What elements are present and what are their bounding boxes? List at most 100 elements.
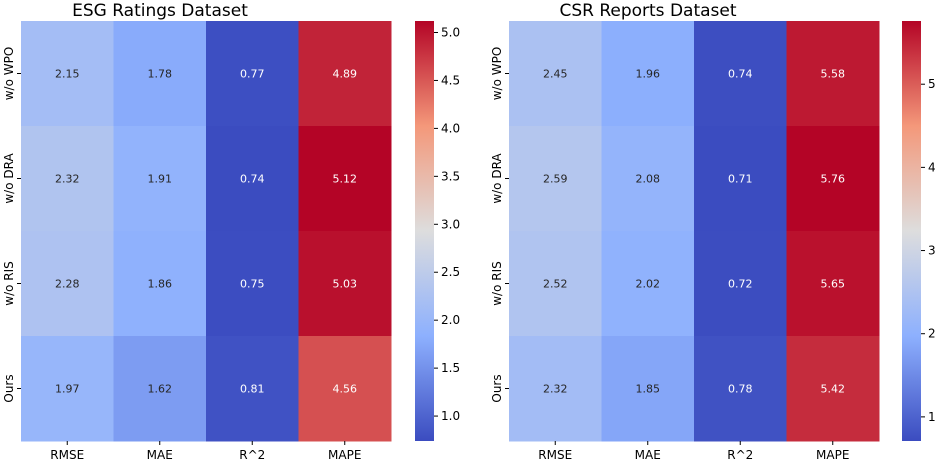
csr-cell-r2-c1 [601, 231, 695, 337]
csr-colorbar-tick-label: 4 [928, 160, 936, 174]
esg-cell-label-r1-c0: 2.32 [55, 173, 80, 186]
csr-cell-label-r2-c2: 0.72 [728, 278, 753, 291]
csr-colorbar-tick-label: 5 [928, 77, 936, 91]
esg-cell-r1-c3 [298, 126, 392, 232]
esg-cell-r0-c1 [113, 21, 207, 127]
esg-colorbar-tick-label: 3.5 [441, 169, 460, 183]
esg-cell-label-r3-c0: 1.97 [55, 383, 80, 396]
csr-colorbar-tick-label: 2 [928, 327, 936, 341]
esg-cell-label-r2-c0: 2.28 [55, 278, 80, 291]
csr-y-tick-label: w/o WPO [490, 47, 504, 101]
csr-cell-label-r0-c3: 5.58 [821, 68, 846, 81]
esg-chart-title: ESG Ratings Dataset [72, 1, 248, 21]
csr-cell-label-r3-c0: 2.32 [543, 383, 568, 396]
csr-cell-r1-c2 [694, 126, 787, 232]
csr-cell-label-r0-c1: 1.96 [636, 68, 661, 81]
esg-cell-r2-c1 [113, 231, 207, 337]
csr-cell-label-r1-c3: 5.76 [821, 173, 846, 186]
esg-x-tick-label: RMSE [50, 448, 84, 462]
esg-cell-label-r0-c3: 4.89 [333, 68, 358, 81]
esg-cell-label-r0-c2: 0.77 [240, 68, 265, 81]
csr-cell-label-r2-c0: 2.52 [543, 278, 568, 291]
esg-y-tick-label: w/o WPO [2, 47, 16, 101]
esg-cell-label-r2-c3: 5.03 [333, 278, 358, 291]
esg-cell-r3-c1 [113, 336, 207, 442]
csr-y-tick-label: w/o DRA [490, 153, 504, 204]
esg-cell-label-r2-c1: 1.86 [148, 278, 173, 291]
csr-cell-r2-c3 [786, 231, 880, 337]
csr-x-tick-label: MAPE [816, 448, 849, 462]
csr-cell-r0-c2 [694, 21, 787, 127]
esg-ratings-heatmap-panel: ESG Ratings Dataset 2.15 1.78 0.77 4.89 2.32… [2, 1, 460, 462]
esg-cell-label-r1-c3: 5.12 [333, 173, 358, 186]
esg-cell-label-r0-c1: 1.78 [148, 68, 173, 81]
esg-cell-label-r3-c3: 4.56 [333, 383, 358, 396]
csr-y-tick-label: w/o RIS [490, 261, 504, 306]
csr-chart-title: CSR Reports Dataset [559, 1, 736, 21]
esg-cell-label-r2-c2: 0.75 [240, 278, 265, 291]
csr-colorbar-tick-label: 3 [928, 244, 936, 258]
esg-cell-label-r0-c0: 2.15 [55, 68, 80, 81]
esg-colorbar-tick-label: 5.0 [441, 26, 460, 40]
csr-x-tick-label: MAE [635, 448, 661, 462]
esg-colorbar-tick-label: 4.0 [441, 121, 460, 135]
esg-cell-label-r1-c1: 1.91 [148, 173, 173, 186]
esg-cell-r3-c2 [206, 336, 299, 442]
csr-cell-r3-c3 [786, 336, 880, 442]
esg-cell-r1-c1 [113, 126, 207, 232]
csr-cell-label-r1-c2: 0.71 [728, 173, 753, 186]
csr-cell-r2-c2 [694, 231, 787, 337]
esg-colorbar [415, 21, 434, 441]
esg-cell-r2-c3 [298, 231, 392, 337]
esg-colorbar-tick-label: 2.5 [441, 265, 460, 279]
esg-cell-r1-c0 [21, 126, 114, 232]
csr-cell-r0-c0 [509, 21, 602, 127]
esg-cell-r0-c2 [206, 21, 299, 127]
csr-cell-r1-c3 [786, 126, 880, 232]
csr-cell-label-r0-c2: 0.74 [728, 68, 753, 81]
csr-cell-r3-c0 [509, 336, 602, 442]
csr-cell-label-r0-c0: 2.45 [543, 68, 568, 81]
esg-colorbar-tick-label: 2.0 [441, 313, 460, 327]
esg-cell-r3-c0 [21, 336, 114, 442]
esg-y-tick-label: Ours [2, 374, 16, 402]
csr-cell-label-r2-c1: 2.02 [636, 278, 661, 291]
csr-reports-heatmap-panel: CSR Reports Dataset 2.45 1.96 0.74 5.58 2.59… [490, 1, 936, 462]
esg-cell-label-r3-c1: 1.62 [148, 383, 173, 396]
esg-colorbar-tick-label: 1.0 [441, 409, 460, 423]
csr-cell-label-r1-c0: 2.59 [543, 173, 568, 186]
esg-cell-r0-c3 [298, 21, 392, 127]
csr-cell-label-r2-c3: 5.65 [821, 278, 846, 291]
csr-cell-label-r1-c1: 2.08 [636, 173, 661, 186]
csr-cell-r1-c0 [509, 126, 602, 232]
csr-cell-r0-c1 [601, 21, 695, 127]
csr-cell-r1-c1 [601, 126, 695, 232]
csr-cell-label-r3-c3: 5.42 [821, 383, 846, 396]
esg-cell-label-r3-c2: 0.81 [240, 383, 265, 396]
esg-cell-r1-c2 [206, 126, 299, 232]
csr-colorbar-tick-label: 1 [928, 410, 936, 424]
csr-cell-r3-c2 [694, 336, 787, 442]
csr-x-tick-label: RMSE [538, 448, 572, 462]
csr-cell-label-r3-c2: 0.78 [728, 383, 753, 396]
csr-x-tick-label: R^2 [727, 448, 753, 462]
esg-colorbar-tick-label: 4.5 [441, 73, 460, 87]
csr-cell-r2-c0 [509, 231, 602, 337]
esg-colorbar-tick-label: 3.0 [441, 217, 460, 231]
esg-cell-r0-c0 [21, 21, 114, 127]
csr-y-tick-label: Ours [490, 374, 504, 402]
csr-cell-r3-c1 [601, 336, 695, 442]
esg-colorbar-tick-label: 1.5 [441, 361, 460, 375]
esg-y-tick-label: w/o DRA [2, 153, 16, 204]
esg-cell-label-r1-c2: 0.74 [240, 173, 265, 186]
esg-cell-r2-c2 [206, 231, 299, 337]
esg-x-tick-label: MAPE [328, 448, 361, 462]
esg-cell-r2-c0 [21, 231, 114, 337]
csr-cell-label-r3-c1: 1.85 [636, 383, 661, 396]
esg-y-tick-label: w/o RIS [2, 261, 16, 306]
csr-colorbar [902, 21, 921, 441]
esg-x-tick-label: MAE [147, 448, 173, 462]
esg-x-tick-label: R^2 [239, 448, 265, 462]
esg-cell-r3-c3 [298, 336, 392, 442]
csr-cell-r0-c3 [786, 21, 880, 127]
